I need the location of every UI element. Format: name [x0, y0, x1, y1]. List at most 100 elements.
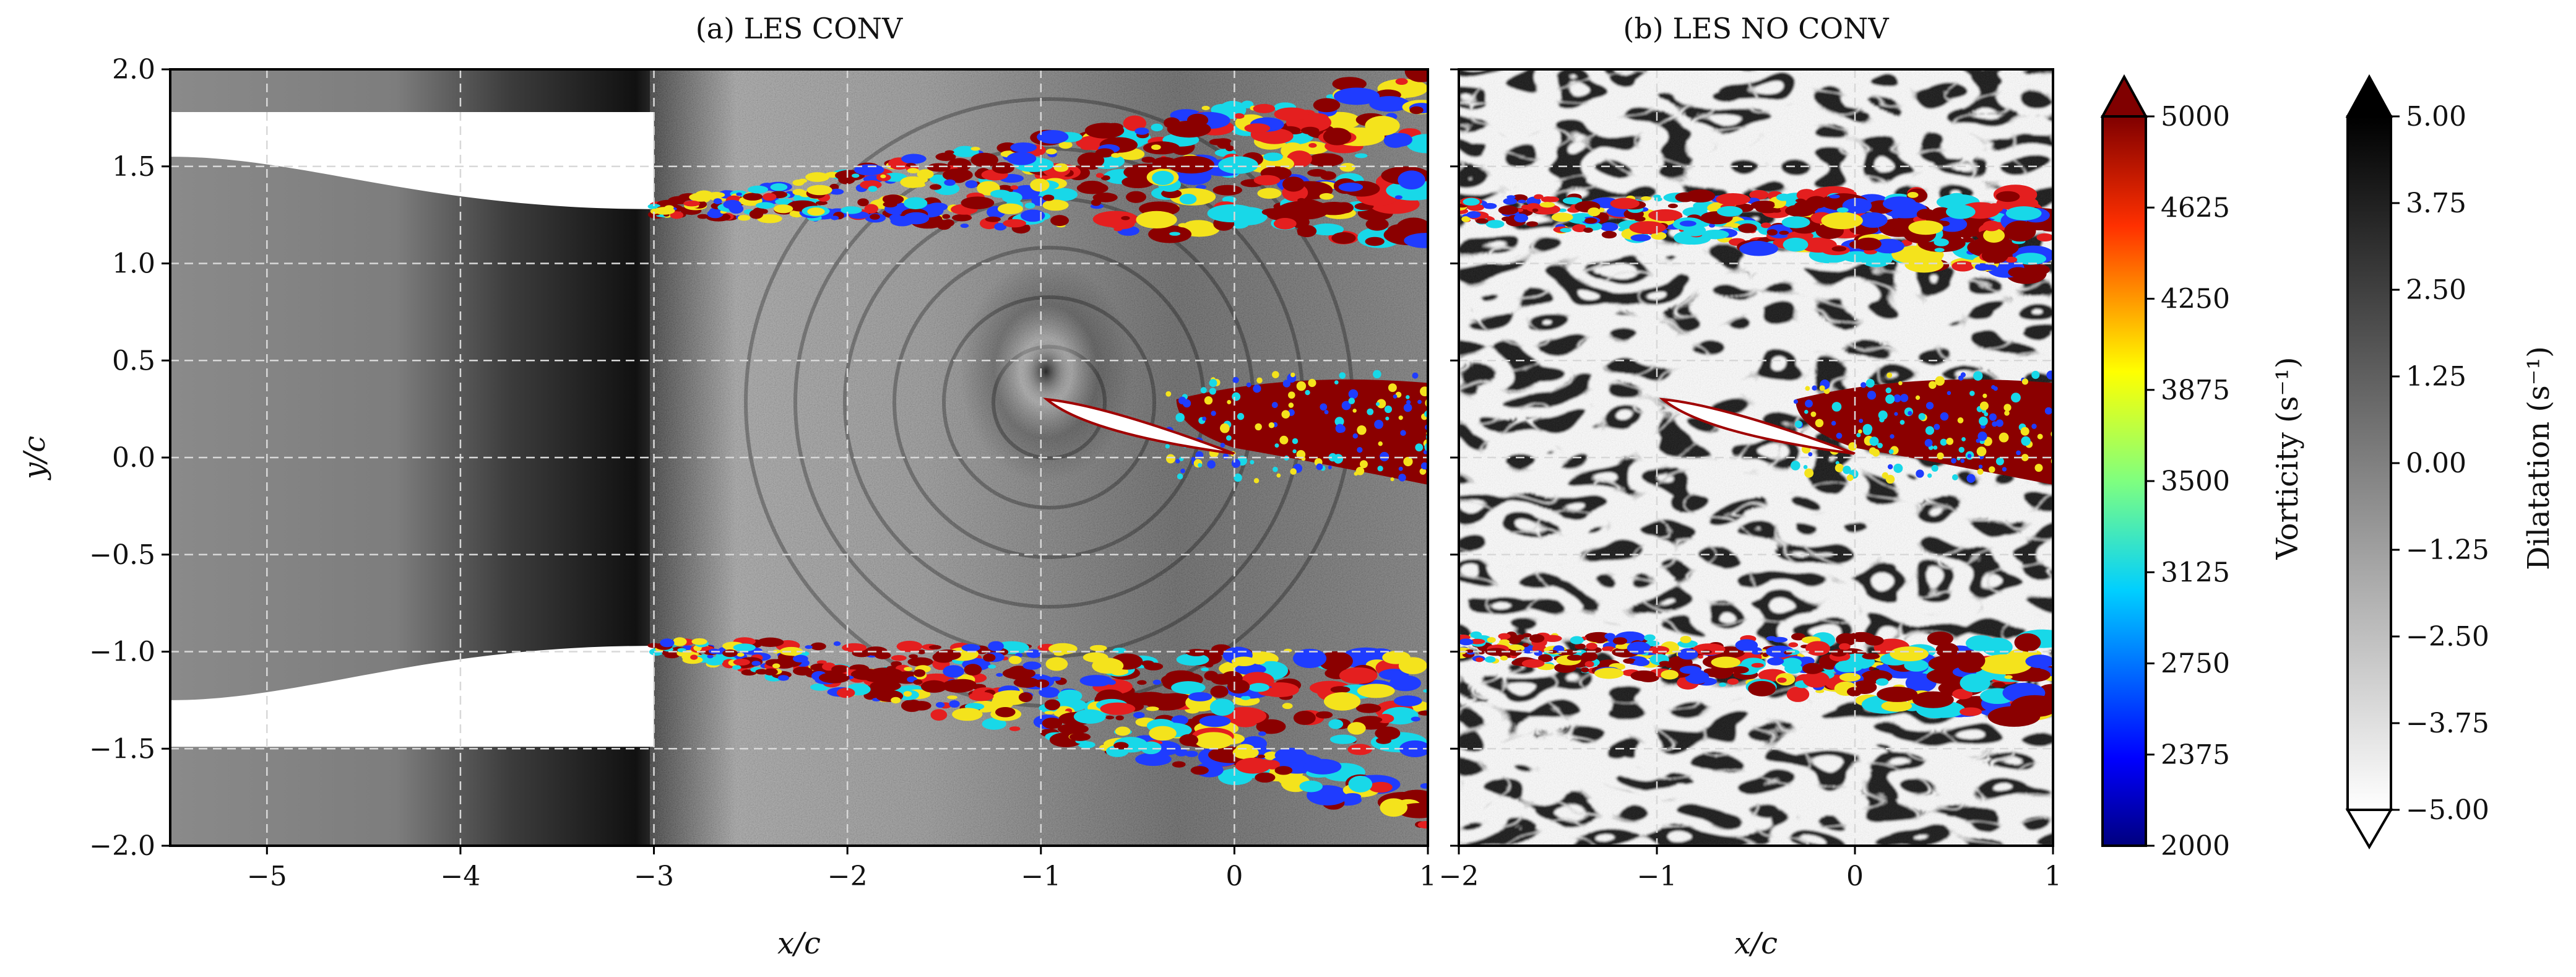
- vorticity-blob: [1418, 710, 1428, 716]
- vorticity-blob: [1133, 711, 1145, 719]
- vorticity-blob: [1641, 196, 1651, 201]
- vorticity-blob: [1253, 103, 1276, 113]
- vorticity-blob: [660, 638, 675, 648]
- vorticity-blob: [1795, 198, 1805, 202]
- vorticity-blob: [1411, 716, 1420, 722]
- vorticity-blob: [764, 668, 778, 675]
- vorticity-blob: [1045, 148, 1057, 155]
- colorbar-tick-label: 5000: [2161, 101, 2230, 132]
- wake-blob: [1961, 437, 1966, 441]
- vorticity-blob: [748, 185, 769, 194]
- vorticity-blob: [842, 643, 867, 653]
- wake-blob: [1992, 421, 1998, 427]
- wake-blob: [2003, 404, 2012, 412]
- vorticity-blob: [1786, 686, 1810, 702]
- vorticity-blob: [1982, 638, 2013, 656]
- vorticity-blob: [682, 656, 703, 664]
- wake-blob: [1951, 474, 1958, 480]
- vorticity-blob: [1069, 732, 1091, 741]
- vorticity-blob: [1648, 209, 1682, 222]
- vorticity-blob: [864, 204, 879, 214]
- vorticity-blob: [1039, 687, 1060, 698]
- vorticity-blob: [683, 200, 701, 207]
- vorticity-blob: [865, 177, 872, 181]
- vorticity-blob: [1013, 677, 1040, 688]
- vorticity-blob: [697, 214, 709, 219]
- vorticity-blob: [654, 207, 675, 215]
- wake-blob: [1231, 459, 1241, 468]
- wake-blob: [1406, 399, 1411, 405]
- vorticity-colorbar-body: [2101, 115, 2147, 847]
- vorticity-blob: [1859, 209, 1867, 214]
- vorticity-blob: [829, 188, 844, 195]
- vorticity-blob: [1821, 212, 1863, 230]
- vorticity-blob: [1586, 643, 1597, 650]
- panel-a-ylabel: y/c: [17, 436, 52, 480]
- vorticity-blob: [961, 196, 995, 209]
- vorticity-blob: [733, 643, 756, 652]
- vorticity-blob: [1329, 734, 1357, 744]
- vorticity-blob: [1526, 221, 1539, 227]
- vorticity-blob: [1143, 141, 1180, 155]
- vorticity-blob: [1485, 220, 1505, 228]
- colorbar-tick-label: 3.75: [2406, 188, 2466, 219]
- vorticity-blob: [723, 199, 741, 209]
- vorticity-blob: [868, 186, 878, 192]
- wake-blob: [1890, 434, 1895, 439]
- wake-blob: [1803, 464, 1808, 469]
- vorticity-blob: [807, 207, 825, 216]
- panel-a-title: (a) LES CONV: [696, 12, 903, 45]
- nozzle-lower-wall: [170, 646, 654, 747]
- vorticity-blob: [762, 193, 777, 201]
- vorticity-blob: [903, 691, 912, 697]
- vorticity-blob: [1951, 261, 1974, 272]
- wake-blob: [1947, 391, 1951, 396]
- wake-blob: [1400, 430, 1406, 436]
- vorticity-blob: [930, 709, 948, 721]
- vorticity-blob: [941, 679, 975, 693]
- vorticity-blob: [1376, 737, 1391, 744]
- vorticity-blob: [793, 666, 813, 676]
- vorticity-blob: [970, 152, 999, 167]
- wake-blob: [1271, 402, 1278, 409]
- vorticity-blob: [1183, 220, 1214, 232]
- vorticity-blob: [1610, 198, 1640, 209]
- vorticity-blob: [1050, 215, 1069, 227]
- vorticity-blob: [1201, 667, 1209, 672]
- wake-blob: [1256, 377, 1263, 384]
- vorticity-blob: [1368, 716, 1383, 723]
- wake-blob: [1885, 474, 1895, 484]
- vorticity-blob: [1126, 191, 1146, 203]
- vorticity-blob: [1842, 251, 1872, 263]
- vorticity-blob: [1982, 220, 2001, 232]
- wake-blob: [1334, 417, 1344, 427]
- vorticity-blob: [1026, 649, 1041, 658]
- vorticity-blob: [1319, 193, 1334, 200]
- vorticity-blob: [1273, 218, 1297, 230]
- vorticity-blob: [1195, 185, 1207, 189]
- vorticity-blob: [916, 176, 928, 183]
- panel-a-vorticity-overlay: [647, 69, 1428, 829]
- vorticity-blob: [1331, 232, 1356, 244]
- vorticity-blob: [755, 669, 769, 675]
- wake-blob: [1225, 435, 1232, 441]
- vorticity-blob: [1581, 651, 1598, 662]
- wake-blob: [1377, 399, 1386, 409]
- vorticity-blob: [1983, 228, 2005, 243]
- vorticity-blob: [1255, 128, 1294, 144]
- vorticity-blob: [882, 194, 904, 204]
- vorticity-blob: [857, 198, 869, 207]
- wake-blob: [1209, 379, 1217, 388]
- colorbar-tick-label: 4250: [2161, 284, 2230, 315]
- vorticity-blob: [1711, 656, 1740, 668]
- vorticity-blob: [1172, 761, 1186, 768]
- vorticity-blob: [1222, 196, 1237, 203]
- vorticity-colorbar: 5000 4625 4250 3875 3500 3125 2750 2375 2000 Vor…: [2100, 74, 2305, 862]
- vorticity-blob: [1831, 246, 1847, 252]
- vorticity-blob: [1514, 213, 1529, 223]
- vorticity-blob: [770, 183, 788, 191]
- colorbar-tick-label: −2.50: [2406, 621, 2489, 653]
- vorticity-blob: [1307, 169, 1328, 177]
- vorticity-blob: [1380, 798, 1408, 817]
- vorticity-blob: [1506, 195, 1516, 199]
